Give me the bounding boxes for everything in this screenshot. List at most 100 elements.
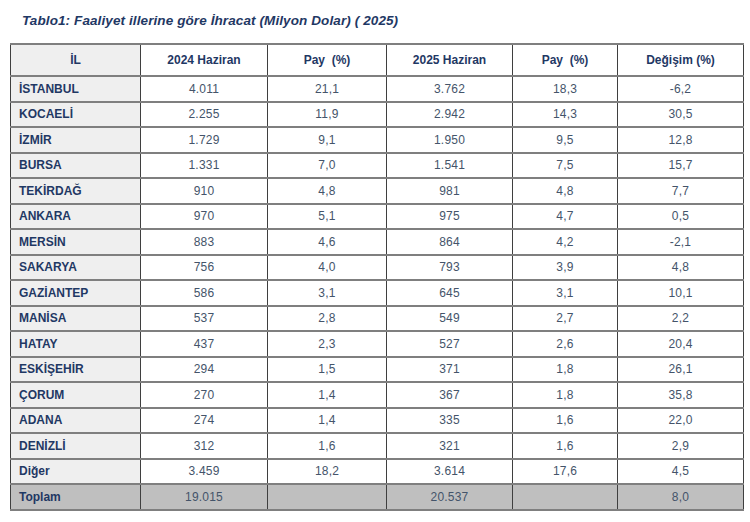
change-cell: 35,8 [618, 382, 744, 408]
header-degisim: Değişim (%) [618, 44, 744, 76]
table-header: İL 2024 Haziran Pay (%) 2025 Haziran Pay… [11, 44, 744, 76]
share-2024-cell: 2,8 [268, 306, 387, 332]
province-cell: DENİZLİ [11, 433, 141, 459]
value-2025-cell: 3.762 [387, 76, 513, 102]
value-2025-cell: 1.541 [387, 153, 513, 179]
header-pay-2024: Pay (%) [268, 44, 387, 76]
share-2025-cell: 2,6 [513, 331, 618, 357]
value-2024-cell: 537 [141, 306, 268, 332]
share-2025-cell: 7,5 [513, 153, 618, 179]
change-cell: 12,8 [618, 127, 744, 153]
share-2024-cell: 2,3 [268, 331, 387, 357]
header-il: İL [11, 44, 141, 76]
table-row: ADANA 274 1,4 335 1,6 22,0 [11, 408, 744, 434]
share-2024-cell: 7,0 [268, 153, 387, 179]
value-2024-cell: 294 [141, 357, 268, 383]
value-2025-cell: 793 [387, 255, 513, 281]
page-title: Tablo1: Faaliyet illerine göre İhracat (… [22, 13, 750, 28]
value-2024-cell: 1.331 [141, 153, 268, 179]
value-2025-cell: 864 [387, 229, 513, 255]
header-2025-haziran: 2025 Haziran [387, 44, 513, 76]
share-2025-cell: 1,8 [513, 382, 618, 408]
change-cell: 4,8 [618, 255, 744, 281]
share-2024-cell: 4,6 [268, 229, 387, 255]
value-2024-cell: 756 [141, 255, 268, 281]
value-2024-cell: 2.255 [141, 102, 268, 128]
share-2024-cell: 4,0 [268, 255, 387, 281]
value-2025-cell: 975 [387, 204, 513, 230]
table-row: Toplam 19.015 20.537 8,0 [11, 484, 744, 510]
table-row: KOCAELİ 2.255 11,9 2.942 14,3 30,5 [11, 102, 744, 128]
share-2024-cell: 9,1 [268, 127, 387, 153]
change-cell: 20,4 [618, 331, 744, 357]
table-row: BURSA 1.331 7,0 1.541 7,5 15,7 [11, 153, 744, 179]
table-row: ESKİŞEHİR 294 1,5 371 1,8 26,1 [11, 357, 744, 383]
share-2025-cell: 2,7 [513, 306, 618, 332]
share-2024-cell: 18,2 [268, 459, 387, 485]
share-2024-cell: 1,4 [268, 382, 387, 408]
change-cell: 30,5 [618, 102, 744, 128]
province-cell: MANİSA [11, 306, 141, 332]
share-2025-cell: 4,7 [513, 204, 618, 230]
value-2024-cell: 970 [141, 204, 268, 230]
change-cell: 15,7 [618, 153, 744, 179]
header-2024-haziran: 2024 Haziran [141, 44, 268, 76]
share-2024-cell: 1,5 [268, 357, 387, 383]
header-pay-2025: Pay (%) [513, 44, 618, 76]
value-2025-cell: 335 [387, 408, 513, 434]
province-cell: BURSA [11, 153, 141, 179]
value-2025-cell: 2.942 [387, 102, 513, 128]
value-2025-cell: 549 [387, 306, 513, 332]
table-row: HATAY 437 2,3 527 2,6 20,4 [11, 331, 744, 357]
value-2025-cell: 645 [387, 280, 513, 306]
change-cell: 10,1 [618, 280, 744, 306]
share-2025-cell: 18,3 [513, 76, 618, 102]
table-row: GAZİANTEP 586 3,1 645 3,1 10,1 [11, 280, 744, 306]
value-2025-cell: 1.950 [387, 127, 513, 153]
change-cell: 8,0 [618, 484, 744, 510]
table-row: MERSİN 883 4,6 864 4,2 -2,1 [11, 229, 744, 255]
province-cell: SAKARYA [11, 255, 141, 281]
table-row: ÇORUM 270 1,4 367 1,8 35,8 [11, 382, 744, 408]
province-cell: MERSİN [11, 229, 141, 255]
value-2024-cell: 19.015 [141, 484, 268, 510]
share-2025-cell: 3,1 [513, 280, 618, 306]
value-2024-cell: 910 [141, 178, 268, 204]
share-2025-cell: 9,5 [513, 127, 618, 153]
share-2025-cell: 1,6 [513, 433, 618, 459]
share-2024-cell: 3,1 [268, 280, 387, 306]
share-2024-cell: 21,1 [268, 76, 387, 102]
table-row: İSTANBUL 4.011 21,1 3.762 18,3 -6,2 [11, 76, 744, 102]
value-2025-cell: 3.614 [387, 459, 513, 485]
change-cell: -2,1 [618, 229, 744, 255]
export-by-province-table: İL 2024 Haziran Pay (%) 2025 Haziran Pay… [10, 43, 744, 511]
province-cell: Toplam [11, 484, 141, 510]
share-2024-cell: 1,6 [268, 433, 387, 459]
change-cell: -6,2 [618, 76, 744, 102]
share-2024-cell: 4,8 [268, 178, 387, 204]
province-cell: TEKİRDAĞ [11, 178, 141, 204]
change-cell: 2,9 [618, 433, 744, 459]
province-cell: ADANA [11, 408, 141, 434]
share-2025-cell: 3,9 [513, 255, 618, 281]
province-cell: İSTANBUL [11, 76, 141, 102]
share-2025-cell [513, 484, 618, 510]
province-cell: ESKİŞEHİR [11, 357, 141, 383]
value-2024-cell: 312 [141, 433, 268, 459]
share-2024-cell: 11,9 [268, 102, 387, 128]
table-row: MANİSA 537 2,8 549 2,7 2,2 [11, 306, 744, 332]
value-2024-cell: 270 [141, 382, 268, 408]
change-cell: 26,1 [618, 357, 744, 383]
table-row: DENİZLİ 312 1,6 321 1,6 2,9 [11, 433, 744, 459]
change-cell: 0,5 [618, 204, 744, 230]
value-2025-cell: 20.537 [387, 484, 513, 510]
share-2025-cell: 17,6 [513, 459, 618, 485]
change-cell: 4,5 [618, 459, 744, 485]
value-2024-cell: 274 [141, 408, 268, 434]
value-2025-cell: 321 [387, 433, 513, 459]
table-row: İZMİR 1.729 9,1 1.950 9,5 12,8 [11, 127, 744, 153]
share-2025-cell: 14,3 [513, 102, 618, 128]
share-2025-cell: 1,8 [513, 357, 618, 383]
change-cell: 7,7 [618, 178, 744, 204]
header-row: İL 2024 Haziran Pay (%) 2025 Haziran Pay… [11, 44, 744, 76]
